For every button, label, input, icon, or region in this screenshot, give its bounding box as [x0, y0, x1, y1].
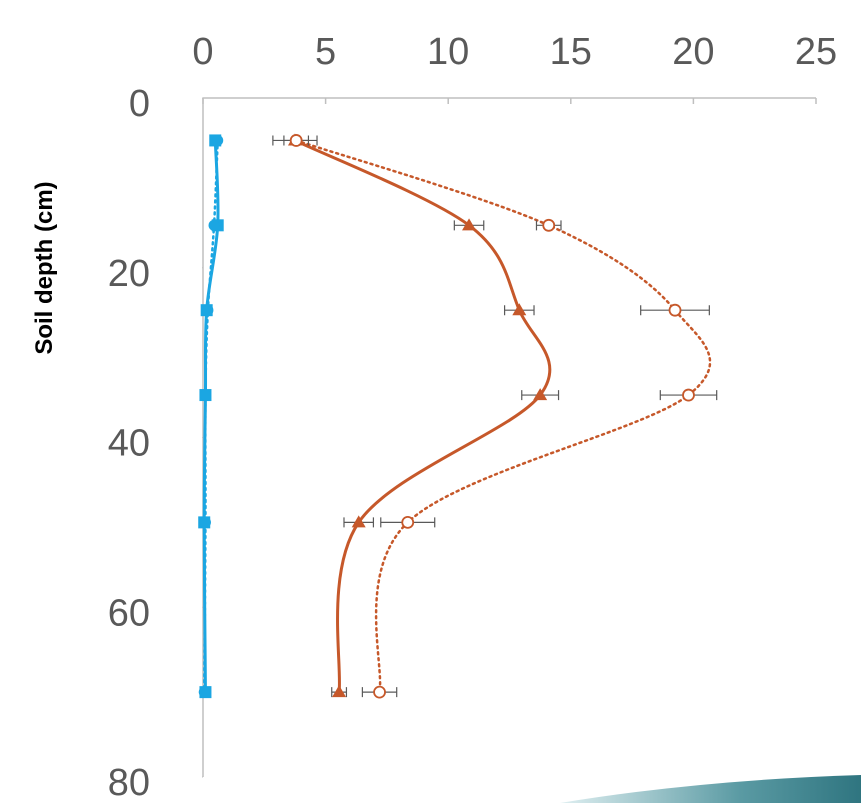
series-line — [293, 138, 552, 694]
marker — [533, 388, 548, 401]
marker — [351, 515, 366, 528]
marker — [682, 388, 695, 402]
series-line — [294, 139, 712, 694]
x-tick-label: 25 — [795, 31, 837, 73]
marker — [289, 134, 303, 147]
marker — [401, 515, 415, 529]
marker — [512, 303, 527, 316]
marker — [462, 218, 477, 231]
y-tick-label: 20 — [108, 253, 150, 295]
y-tick-label: 60 — [108, 592, 150, 634]
marker — [212, 134, 224, 146]
marker — [198, 686, 210, 698]
x-tick-label: 10 — [427, 31, 469, 73]
marker — [199, 516, 211, 528]
x-tick-label: 15 — [550, 31, 592, 73]
marker — [542, 218, 556, 232]
y-tick-label: 40 — [108, 423, 150, 465]
x-tick-label: 0 — [192, 31, 213, 73]
marker — [668, 303, 682, 317]
marker — [332, 685, 347, 698]
x-tick-label: 20 — [672, 31, 714, 73]
marker — [202, 304, 214, 316]
marker — [373, 685, 386, 699]
marker — [199, 389, 211, 401]
decoration — [560, 775, 861, 803]
x-tick-label: 5 — [315, 31, 336, 73]
y-tick-label: 0 — [129, 83, 150, 125]
y-axis-label: Soil depth (cm) — [31, 181, 58, 354]
marker — [208, 219, 220, 231]
y-tick-label: 80 — [108, 762, 150, 803]
